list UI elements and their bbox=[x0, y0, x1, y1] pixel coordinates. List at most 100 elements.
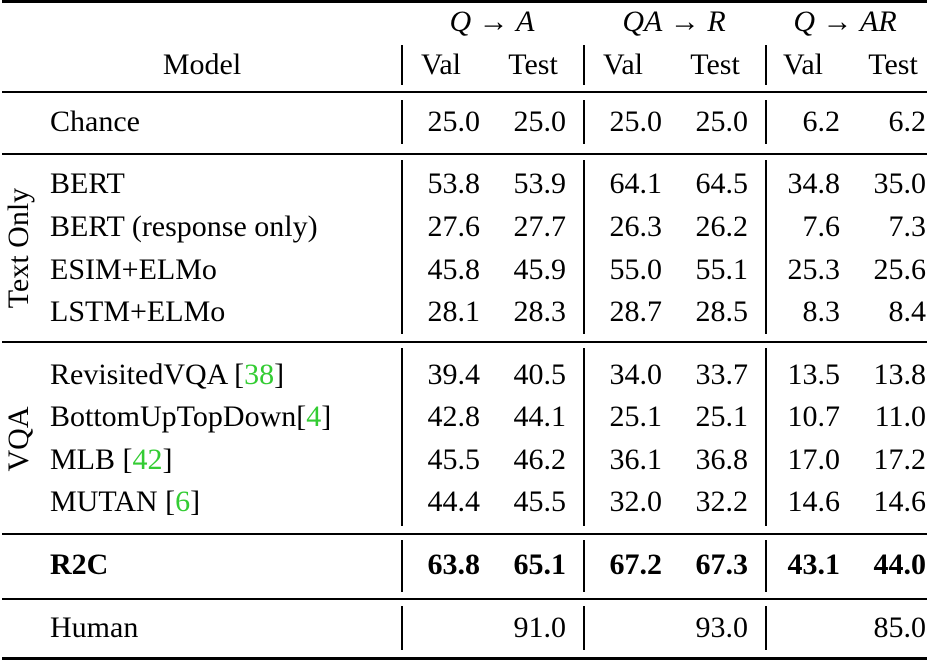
top-rule bbox=[2, 0, 927, 3]
cell-value: 7.6 bbox=[802, 210, 841, 243]
cell-value: 64.1 bbox=[609, 167, 663, 200]
cell-value: 33.7 bbox=[695, 358, 749, 391]
test-header-1: Test bbox=[508, 48, 558, 81]
col-sep-2 bbox=[583, 100, 585, 144]
model-name-text: MUTAN bbox=[50, 485, 158, 518]
chance-rule bbox=[2, 153, 927, 155]
task-qa-r-arrow: → bbox=[669, 5, 700, 38]
citation-link[interactable]: 6 bbox=[175, 485, 191, 518]
task-header-q-ar: Q → AR bbox=[793, 7, 896, 37]
col-sep-2 bbox=[583, 606, 585, 650]
model-name-text: MLB bbox=[50, 443, 116, 476]
cell-value: 93.0 bbox=[695, 611, 749, 644]
model-name: Human bbox=[50, 611, 139, 644]
cell-value: 25.6 bbox=[873, 253, 927, 286]
col-sep-3 bbox=[765, 160, 767, 334]
task-header-q-a: Q → A bbox=[450, 7, 535, 37]
cell-value: 25.1 bbox=[609, 400, 663, 433]
cell-value: 53.8 bbox=[427, 167, 481, 200]
cell-value: 11.0 bbox=[874, 400, 926, 433]
task-q-ar-right: AR bbox=[860, 5, 897, 38]
cell-value: 44.0 bbox=[873, 548, 927, 581]
col-sep-2 bbox=[583, 348, 585, 526]
cell-value: 44.4 bbox=[427, 485, 481, 518]
cell-value: 36.8 bbox=[695, 443, 749, 476]
group-label-text-only: Text Only bbox=[2, 187, 35, 309]
cell-value: 55.0 bbox=[609, 253, 663, 286]
cell-value: 42.8 bbox=[427, 400, 481, 433]
cell-value: 25.1 bbox=[695, 400, 749, 433]
cell-value: 55.1 bbox=[695, 253, 749, 286]
model-name: Chance bbox=[50, 105, 140, 138]
test-header-2: Test bbox=[690, 48, 740, 81]
task-q-a-left: Q bbox=[449, 5, 472, 38]
group-label-vqa: VQA bbox=[2, 406, 35, 472]
col-sep-1 bbox=[401, 45, 403, 85]
cell-value: 25.0 bbox=[609, 105, 663, 138]
task-qa-r-left: QA bbox=[622, 5, 663, 38]
val-header-2: Val bbox=[603, 48, 643, 81]
val-header-3: Val bbox=[783, 48, 823, 81]
cell-value: 25.0 bbox=[513, 105, 567, 138]
cell-value: 91.0 bbox=[513, 611, 567, 644]
model-name: ESIM+ELMo bbox=[50, 253, 217, 286]
model-name: BERT (response only) bbox=[50, 210, 318, 243]
citation-link[interactable]: 4 bbox=[306, 400, 322, 433]
cell-value: 39.4 bbox=[427, 358, 481, 391]
col-sep-1 bbox=[401, 160, 403, 334]
model-name-text: BottomUpTopDown bbox=[50, 400, 297, 433]
cell-value: 10.7 bbox=[787, 400, 841, 433]
cell-value: 36.1 bbox=[609, 443, 663, 476]
cell-value: 28.7 bbox=[609, 295, 663, 328]
test-header-3: Test bbox=[868, 48, 918, 81]
cell-value: 34.8 bbox=[787, 167, 841, 200]
task-q-ar-arrow: → bbox=[822, 5, 853, 38]
model-name: MLB [42] bbox=[50, 443, 173, 476]
cell-value: 63.8 bbox=[427, 548, 481, 581]
cell-value: 27.6 bbox=[427, 210, 481, 243]
task-q-a-right: A bbox=[516, 5, 535, 38]
cell-value: 64.5 bbox=[695, 167, 749, 200]
cell-value: 6.2 bbox=[888, 105, 927, 138]
cell-value: 25.3 bbox=[787, 253, 841, 286]
cell-value: 28.1 bbox=[427, 295, 481, 328]
cell-value: 25.0 bbox=[695, 105, 749, 138]
cell-value: 17.0 bbox=[787, 443, 841, 476]
model-header: Model bbox=[162, 48, 242, 81]
cell-value: 45.5 bbox=[513, 485, 567, 518]
cell-value: 85.0 bbox=[873, 611, 927, 644]
col-sep-3 bbox=[765, 45, 767, 85]
col-sep-3 bbox=[765, 540, 767, 592]
val-header-1: Val bbox=[421, 48, 461, 81]
citation-link[interactable]: 38 bbox=[244, 358, 275, 391]
cell-value: 40.5 bbox=[513, 358, 567, 391]
cell-value: 43.1 bbox=[787, 548, 841, 581]
cell-value: 44.1 bbox=[513, 400, 567, 433]
cell-value: 25.0 bbox=[427, 105, 481, 138]
task-qa-r-right: R bbox=[707, 5, 726, 38]
cell-value: 28.3 bbox=[513, 295, 567, 328]
cell-value: 45.5 bbox=[427, 443, 481, 476]
model-name: LSTM+ELMo bbox=[50, 295, 226, 328]
cell-value: 34.0 bbox=[609, 358, 663, 391]
cell-value: 32.0 bbox=[609, 485, 663, 518]
citation-link[interactable]: 42 bbox=[132, 443, 163, 476]
text-only-rule bbox=[2, 341, 927, 343]
task-q-ar-left: Q bbox=[793, 5, 816, 38]
cell-value: 8.3 bbox=[802, 295, 841, 328]
cell-value: 8.4 bbox=[888, 295, 927, 328]
cell-value: 67.2 bbox=[609, 548, 663, 581]
cell-value: 6.2 bbox=[802, 105, 841, 138]
cell-value: 26.2 bbox=[695, 210, 749, 243]
task-q-a-arrow: → bbox=[478, 5, 509, 38]
col-sep-2 bbox=[583, 540, 585, 592]
task-header-qa-r: QA → R bbox=[622, 7, 725, 37]
cell-value: 67.3 bbox=[695, 548, 749, 581]
cell-value: 35.0 bbox=[873, 167, 927, 200]
col-sep-2 bbox=[583, 160, 585, 334]
col-sep-3 bbox=[765, 100, 767, 144]
col-sep-1 bbox=[401, 606, 403, 650]
cell-value: 26.3 bbox=[609, 210, 663, 243]
col-sep-2 bbox=[583, 45, 585, 85]
cell-value: 14.6 bbox=[873, 485, 927, 518]
